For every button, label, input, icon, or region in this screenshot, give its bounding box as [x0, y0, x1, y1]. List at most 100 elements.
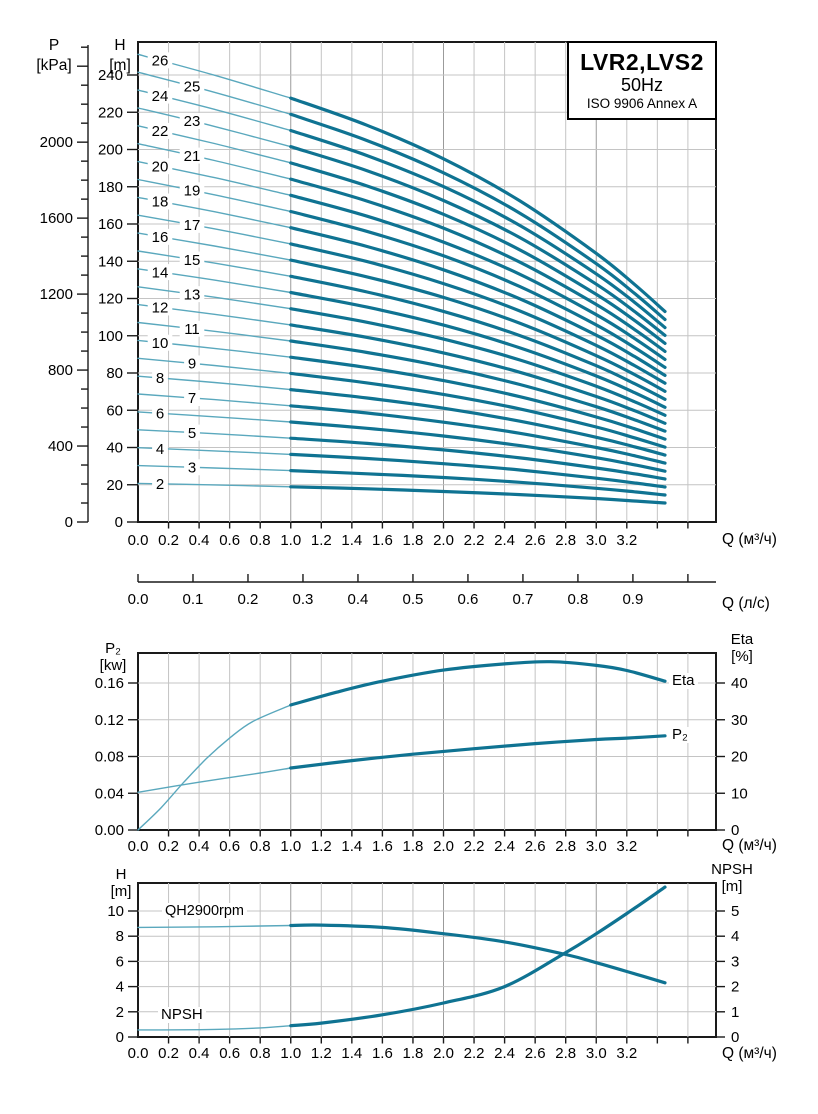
npsh-axis-symbol: NPSH	[711, 861, 753, 878]
tick-label: 1.6	[372, 838, 393, 855]
tick-label: 0.0	[128, 838, 149, 855]
tick-label: 1.0	[280, 838, 301, 855]
stage-label-box	[179, 182, 205, 199]
tick-label: 1.4	[341, 532, 362, 549]
bottom-head-axis-label: H [m]	[100, 866, 142, 900]
tick-label: 3.2	[616, 532, 637, 549]
tick-label: 0.5	[403, 591, 424, 608]
stage-label: 21	[184, 148, 201, 165]
tick-label: 140	[98, 253, 123, 270]
npsh-curve-label: NPSH	[158, 1007, 206, 1023]
tick-label: 1.0	[280, 532, 301, 549]
tick-label: 0.2	[158, 1045, 179, 1062]
tick-label: 8	[116, 928, 124, 945]
tick-label: 2.8	[555, 532, 576, 549]
tick-label: 0.8	[250, 838, 271, 855]
tick-label: 2.6	[525, 838, 546, 855]
tick-label: 30	[731, 712, 748, 729]
stage-label-box	[179, 251, 205, 268]
tick-label: 1.2	[311, 1045, 332, 1062]
stage-curve-24	[137, 89, 667, 330]
tick-label: 0.3	[293, 591, 314, 608]
head-axis-unit: [m]	[109, 57, 131, 74]
tick-label: 0.8	[250, 1045, 271, 1062]
power-axis-symbol: P₂	[105, 640, 121, 657]
tick-label: 1.8	[403, 1045, 424, 1062]
stage-curve-17	[137, 214, 667, 385]
power-axis-label: P₂ [kw]	[90, 640, 136, 674]
tick-label: 0.0	[128, 532, 149, 549]
tick-label: 4	[731, 928, 739, 945]
pressure-axis: 0 400 800 1200 1600 2000	[40, 45, 89, 531]
stage-label-box	[147, 299, 173, 316]
tick-label: 0	[65, 514, 73, 531]
stage-curve-labels: 2345678910111213141516171819202122232425…	[147, 52, 205, 493]
stage-label: 2	[156, 476, 164, 493]
stage-label: 10	[152, 335, 169, 352]
tick-label: 6	[116, 953, 124, 970]
mid-flow-unit-label: Q (м³/ч)	[722, 837, 777, 854]
tick-label: 1.6	[372, 532, 393, 549]
tick-label: 2.2	[464, 838, 485, 855]
stage-curve-19	[137, 178, 667, 369]
stage-label: 25	[184, 79, 201, 96]
stage-label-box	[152, 440, 168, 457]
tick-label: 0.12	[95, 712, 124, 729]
stage-label: 15	[184, 252, 201, 269]
stage-label-box	[184, 355, 200, 372]
stage-label: 11	[184, 321, 200, 338]
tick-label: 40	[731, 675, 748, 692]
power-efficiency-curves	[137, 660, 667, 831]
tick-label: 0.4	[189, 838, 210, 855]
chart-standard: ISO 9906 Annex A	[586, 96, 698, 111]
tick-label: 2.6	[525, 532, 546, 549]
tick-label: 60	[106, 402, 123, 419]
stage-curve-6	[137, 411, 667, 473]
tick-label: 120	[98, 291, 123, 308]
tick-label: 0.04	[95, 785, 124, 802]
eta-axis-unit: [%]	[731, 648, 753, 665]
tick-label: 2.0	[433, 838, 454, 855]
tick-label: 0.8	[567, 591, 588, 608]
bottom-head-axis-symbol: H	[115, 866, 127, 883]
eta-axis-symbol: Eta	[730, 631, 754, 648]
tick-label: 2.4	[494, 1045, 515, 1062]
tick-label: 2.4	[494, 532, 515, 549]
head-axis-symbol: H	[114, 37, 126, 54]
stage-label: 5	[188, 425, 196, 442]
stage-label: 6	[156, 406, 164, 423]
npsh-chart	[137, 882, 717, 1038]
p2-curve-label: P₂	[669, 727, 691, 743]
tick-label: 40	[106, 440, 123, 457]
tick-label: 1.4	[341, 838, 362, 855]
stage-curve-5	[137, 429, 667, 481]
stage-label-box	[152, 405, 168, 422]
stage-label: 26	[152, 53, 169, 70]
tick-label: 0.0	[128, 591, 149, 608]
tick-label: 1.0	[280, 1045, 301, 1062]
npsh-chart-curves	[137, 885, 667, 1031]
tick-label: 2	[731, 979, 739, 996]
tick-label: 1.4	[341, 1045, 362, 1062]
tick-label: 0.16	[95, 675, 124, 692]
tick-label: 2.4	[494, 838, 515, 855]
tick-label: 10	[107, 903, 124, 920]
title-box: LVR2,LVS2 50Hz ISO 9906 Annex A	[567, 41, 717, 120]
main-chart	[137, 41, 717, 523]
stage-label: 4	[156, 441, 164, 458]
tick-label: 10	[731, 785, 748, 802]
chart-title: LVR2,LVS2	[580, 49, 704, 75]
tick-label: 80	[106, 365, 123, 382]
tick-label: 0.1	[183, 591, 204, 608]
stage-label: 7	[188, 390, 196, 407]
stage-label: 20	[152, 158, 169, 175]
chart-frequency: 50Hz	[620, 75, 664, 95]
tick-label: 180	[98, 179, 123, 196]
tick-label: 0.6	[219, 838, 240, 855]
stage-label-box	[147, 122, 173, 139]
tick-label: 0.9	[622, 591, 643, 608]
tick-label: 0.0	[128, 1045, 149, 1062]
tick-label: 100	[98, 328, 123, 345]
stage-label: 17	[184, 217, 201, 234]
